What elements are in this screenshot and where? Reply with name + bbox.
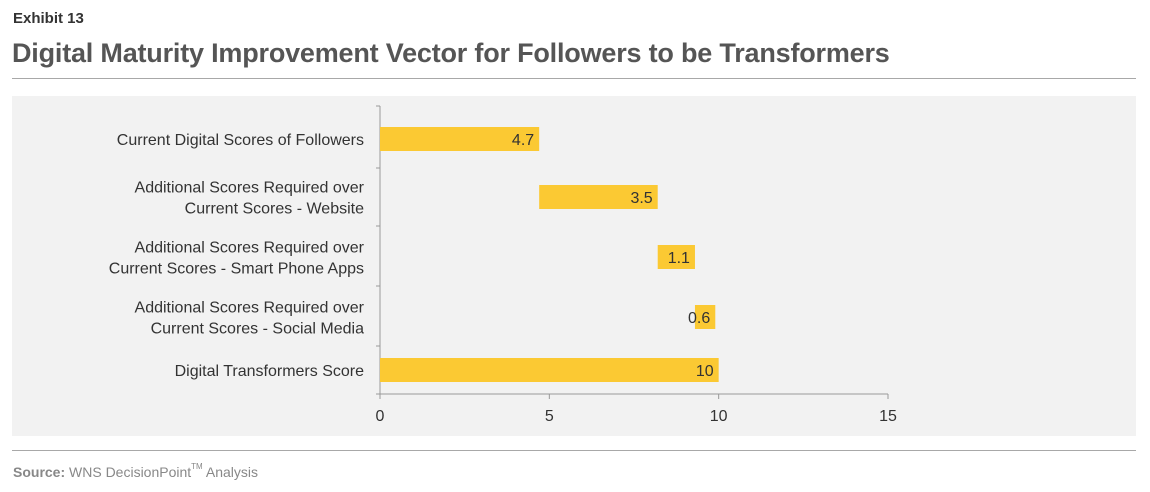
exhibit-label: Exhibit 13 bbox=[13, 10, 84, 27]
data-label: 10 bbox=[696, 363, 714, 380]
bar bbox=[657, 245, 695, 269]
category-label: Current Digital Scores of Followers bbox=[117, 132, 364, 149]
source-note: Source: WNS DecisionPointTM Analysis bbox=[13, 462, 258, 480]
chart-canvas: 0 5 10 15 4.7 Current Digital Scores of Follo… bbox=[109, 105, 897, 425]
x-tick-label: 0 bbox=[376, 408, 385, 425]
bar bbox=[380, 127, 540, 151]
trademark-mark: TM bbox=[191, 462, 203, 471]
chart-title: Digital Maturity Improvement Vector for … bbox=[12, 38, 890, 68]
category-label: Digital Transformers Score bbox=[175, 363, 364, 380]
category-label: Current Scores - Website bbox=[185, 201, 364, 218]
x-tick-label: 10 bbox=[710, 408, 728, 425]
source-text: WNS DecisionPoint bbox=[69, 464, 192, 480]
category-label: Additional Scores Required over bbox=[135, 240, 365, 257]
category-label: Current Scores - Smart Phone Apps bbox=[109, 261, 364, 278]
bar bbox=[694, 305, 716, 329]
category-label: Additional Scores Required over bbox=[135, 300, 365, 317]
data-label: 4.7 bbox=[512, 132, 534, 149]
bar bbox=[539, 185, 658, 209]
title-divider bbox=[12, 78, 1136, 79]
bar bbox=[380, 358, 719, 382]
data-label: 3.5 bbox=[630, 190, 652, 207]
source-label: Source: bbox=[13, 464, 66, 480]
x-tick-label: 5 bbox=[545, 408, 554, 425]
data-label: 1.1 bbox=[668, 250, 690, 267]
category-label: Current Scores - Social Media bbox=[151, 321, 365, 338]
x-tick-label: 15 bbox=[879, 408, 897, 425]
source-suffix: Analysis bbox=[202, 464, 258, 480]
data-label: 0.6 bbox=[688, 310, 710, 327]
footer-divider bbox=[12, 450, 1136, 451]
category-label: Additional Scores Required over bbox=[135, 180, 365, 197]
